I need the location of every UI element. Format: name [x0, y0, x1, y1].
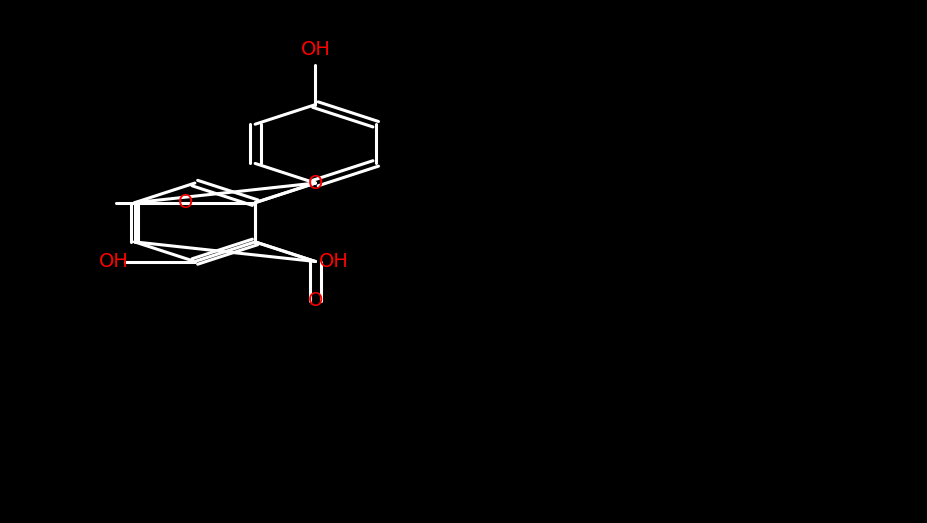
Text: O: O [178, 193, 193, 212]
Text: OH: OH [319, 252, 349, 271]
Text: O: O [308, 291, 323, 310]
Text: O: O [308, 174, 323, 192]
Text: OH: OH [99, 252, 129, 271]
Text: OH: OH [300, 40, 330, 59]
